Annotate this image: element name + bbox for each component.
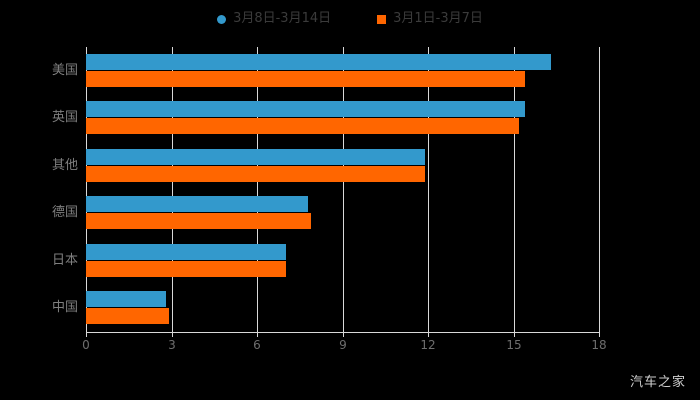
gridline — [172, 47, 173, 332]
legend-label-series-1: 3月1日-3月7日 — [393, 11, 483, 26]
x-axis-tick — [599, 332, 600, 337]
bar[interactable] — [86, 243, 286, 260]
watermark: 汽车之家 — [629, 375, 686, 390]
gridline — [514, 47, 515, 332]
bar[interactable] — [86, 308, 169, 325]
y-axis-category-labels: 美国英国其他德国日本中国 — [0, 47, 78, 332]
legend-label-series-0: 3月8日-3月14日 — [233, 11, 332, 26]
x-axis-tick — [86, 332, 87, 337]
bar-group — [86, 53, 599, 88]
gridline — [599, 47, 600, 332]
x-axis-tick-label: 12 — [420, 338, 436, 352]
y-axis-category-label: 美国 — [51, 62, 78, 78]
x-axis-tick — [343, 332, 344, 337]
x-axis-tick-label: 3 — [168, 338, 176, 352]
x-axis-tick-label: 15 — [506, 338, 522, 352]
bar[interactable] — [86, 291, 166, 308]
gridline — [428, 47, 429, 332]
x-axis-tick-label: 9 — [339, 338, 347, 352]
legend-item-series-0[interactable]: 3月8日-3月14日 — [217, 12, 331, 26]
plot-area — [86, 47, 599, 332]
bar[interactable] — [86, 213, 312, 230]
y-axis-category-label: 中国 — [51, 300, 78, 316]
x-axis-tick — [428, 332, 429, 337]
bar-group — [86, 148, 599, 183]
legend-marker-square-icon — [377, 14, 387, 24]
x-axis-tick-label: 6 — [253, 338, 261, 352]
bar-group — [86, 196, 599, 230]
bar-group — [86, 291, 599, 325]
y-axis-category-label: 德国 — [51, 205, 78, 221]
bar[interactable] — [86, 196, 309, 213]
bar[interactable] — [86, 148, 426, 165]
bar[interactable] — [86, 101, 525, 118]
y-axis-category-label: 其他 — [51, 157, 78, 173]
bar[interactable] — [86, 118, 520, 135]
bar[interactable] — [86, 70, 525, 87]
legend-marker-circle-icon — [217, 14, 227, 24]
x-axis-tick — [257, 332, 258, 337]
chart-legend: 3月8日-3月14日 3月1日-3月7日 — [0, 8, 700, 30]
gridline — [86, 47, 87, 332]
gridline — [343, 47, 344, 332]
legend-item-series-1[interactable]: 3月1日-3月7日 — [377, 12, 483, 26]
gridline — [257, 47, 258, 332]
bar[interactable] — [86, 260, 286, 277]
x-axis-tick — [514, 332, 515, 337]
bar-group — [86, 101, 599, 135]
y-axis-category-label: 英国 — [51, 110, 78, 126]
x-axis-tick-label: 0 — [82, 338, 90, 352]
bar-group — [86, 243, 599, 278]
y-axis-category-label: 日本 — [51, 252, 78, 268]
x-axis-tick-label: 18 — [591, 338, 607, 352]
bar[interactable] — [86, 53, 551, 70]
x-axis-tick — [172, 332, 173, 337]
bar[interactable] — [86, 165, 426, 182]
